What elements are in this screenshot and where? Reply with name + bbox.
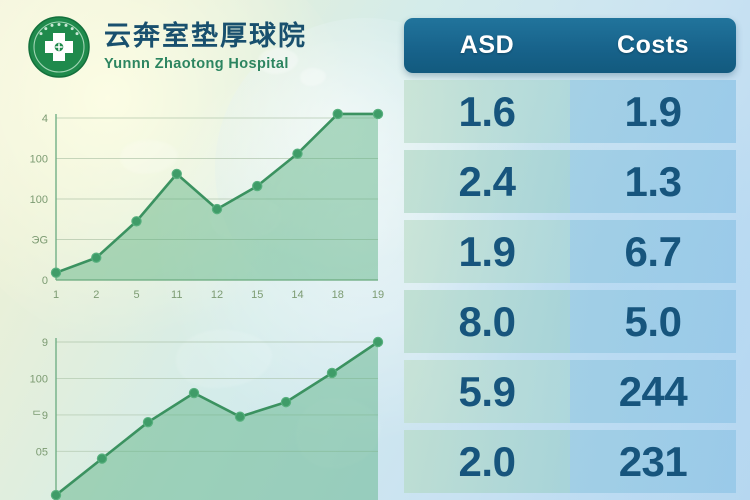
cell-costs: 5.0 <box>570 290 736 353</box>
brand-name-en: Yunnn Zhaotong Hospital <box>104 55 289 72</box>
data-point <box>372 336 384 348</box>
cell-costs: 244 <box>570 360 736 423</box>
table-row: 5.9 244 <box>404 360 736 423</box>
brand-name-cn: 云奔室垫厚球院 <box>104 20 307 51</box>
data-point <box>372 108 384 120</box>
brand-header: 云奔室垫厚球院 Yunnn Zhaotong Hospital <box>28 16 307 78</box>
column-header-costs: Costs <box>617 31 689 59</box>
table-row: 8.0 5.0 <box>404 290 736 353</box>
data-point <box>326 367 338 379</box>
x-axis-tick-label: 15 <box>251 289 263 301</box>
table-row: 1.6 1.9 <box>404 80 736 143</box>
y-axis-tick-label: ᄃ9 <box>32 410 48 422</box>
data-point <box>280 396 292 408</box>
data-point <box>252 180 263 192</box>
y-axis-tick-label: 4 <box>42 113 48 125</box>
x-axis-tick-label: 14 <box>291 289 303 301</box>
y-axis-tick-label: 0 <box>42 275 48 287</box>
data-point <box>50 267 62 278</box>
hospital-cross-seal-icon <box>28 16 90 78</box>
chart-top: 4 100 100 ЭG 0 1 2 5 11 12 15 14 18 19 <box>8 104 386 314</box>
x-axis-tick-label: 2 <box>93 289 99 301</box>
cell-costs: 1.9 <box>570 80 736 143</box>
cell-costs: 231 <box>570 430 736 493</box>
cell-asd: 1.9 <box>404 220 570 283</box>
data-table: ASD Costs 1.6 1.9 2.4 1.3 1.9 6.7 8.0 5.0 5.9 244… <box>404 18 736 493</box>
column-header-asd: ASD <box>459 31 515 59</box>
cell-asd: 2.0 <box>404 430 570 493</box>
data-point <box>96 453 108 464</box>
data-point <box>142 416 154 428</box>
x-axis-tick-label: 11 <box>171 289 182 301</box>
chart-bottom: 9 100 ᄃ9 05 <box>8 328 386 500</box>
data-point <box>211 203 223 215</box>
x-axis-tick-label: 5 <box>133 289 139 301</box>
data-point <box>188 387 200 399</box>
x-axis-tick-label: 19 <box>372 289 384 301</box>
data-point <box>91 252 102 263</box>
brand-text-group: 云奔室垫厚球院 Yunnn Zhaotong Hospital <box>104 20 307 72</box>
cell-costs: 1.3 <box>570 150 736 213</box>
y-axis-tick-label: 100 <box>30 194 48 206</box>
cell-asd: 8.0 <box>404 290 570 353</box>
cell-asd: 5.9 <box>404 360 570 423</box>
series-area <box>56 113 378 280</box>
data-point <box>131 216 142 227</box>
table-row: 2.0 231 <box>404 430 736 493</box>
series-area <box>56 342 378 500</box>
y-axis-tick-label: ЭG <box>32 235 48 247</box>
cell-asd: 2.4 <box>404 150 570 213</box>
y-axis-tick-label: 100 <box>30 154 48 166</box>
table-header-row: ASD Costs <box>404 18 736 73</box>
x-axis-tick-label: 12 <box>211 289 223 301</box>
series-line <box>54 340 380 497</box>
y-axis-tick-label: 100 <box>30 373 48 385</box>
cell-costs: 6.7 <box>570 220 736 283</box>
y-axis-tick-label: 9 <box>42 337 48 349</box>
table-row: 1.9 6.7 <box>404 220 736 283</box>
data-point <box>234 411 246 422</box>
data-point <box>332 108 343 120</box>
background-blob-2 <box>300 68 326 86</box>
x-axis-tick-label: 1 <box>53 289 59 301</box>
table-row: 2.4 1.3 <box>404 150 736 213</box>
data-point <box>171 168 182 180</box>
cell-asd: 1.6 <box>404 80 570 143</box>
table-body: 1.6 1.9 2.4 1.3 1.9 6.7 8.0 5.0 5.9 244 2.0 231 <box>404 80 736 493</box>
data-point <box>292 148 303 159</box>
data-point <box>50 489 62 500</box>
x-axis-tick-label: 18 <box>332 289 344 301</box>
y-axis-tick-label: 05 <box>36 446 48 458</box>
